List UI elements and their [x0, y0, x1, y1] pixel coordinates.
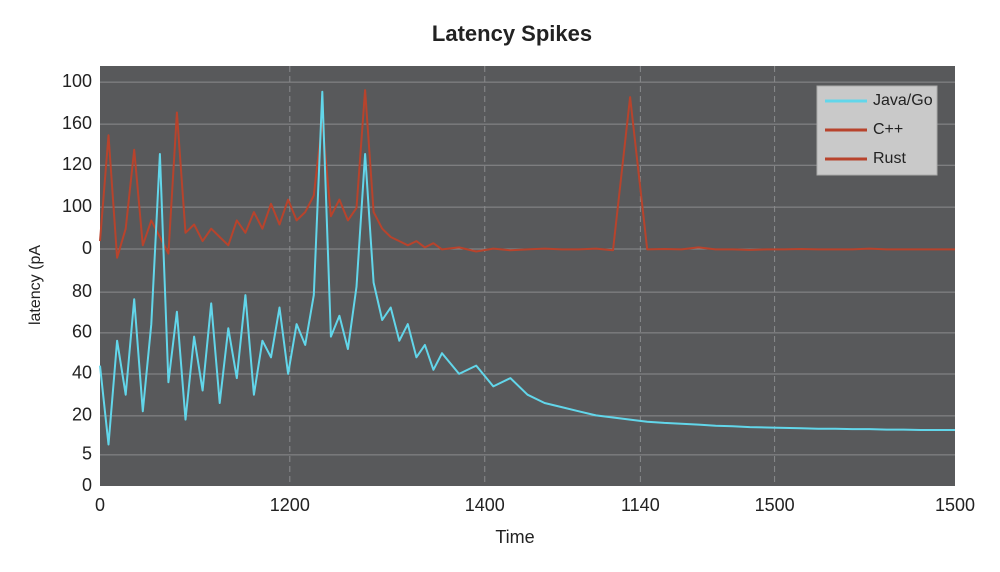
y-tick-label: 80: [72, 281, 92, 301]
y-tick-label: 40: [72, 363, 92, 383]
y-tick-label: 0: [82, 475, 92, 495]
y-tick-label: 20: [72, 405, 92, 425]
y-tick-label: 100: [62, 196, 92, 216]
series-line: [99, 90, 955, 446]
y-tick-label: 60: [72, 322, 92, 342]
x-tick-label: 1200: [270, 495, 310, 515]
x-tick-label: 1400: [465, 495, 505, 515]
y-tick-label: 120: [62, 154, 92, 174]
legend-label: Rust: [873, 150, 906, 167]
legend-label: C++: [873, 121, 903, 138]
y-axis-label: latency (pA: [27, 245, 44, 325]
x-axis-label: Time: [495, 527, 534, 547]
y-tick-label: 160: [62, 113, 92, 133]
x-tick-label: 1500: [935, 495, 975, 515]
chart-title: Latency Spikes: [432, 21, 592, 46]
x-tick-label: 1140: [621, 495, 660, 515]
legend-label: Java/Go: [873, 92, 933, 109]
y-tick-label: 0: [82, 238, 92, 258]
series-line: [99, 89, 955, 259]
x-tick-label: 0: [95, 495, 105, 515]
y-tick-label: 100: [62, 71, 92, 91]
x-tick-label: 1500: [755, 495, 795, 515]
y-tick-label: 5: [82, 444, 92, 464]
